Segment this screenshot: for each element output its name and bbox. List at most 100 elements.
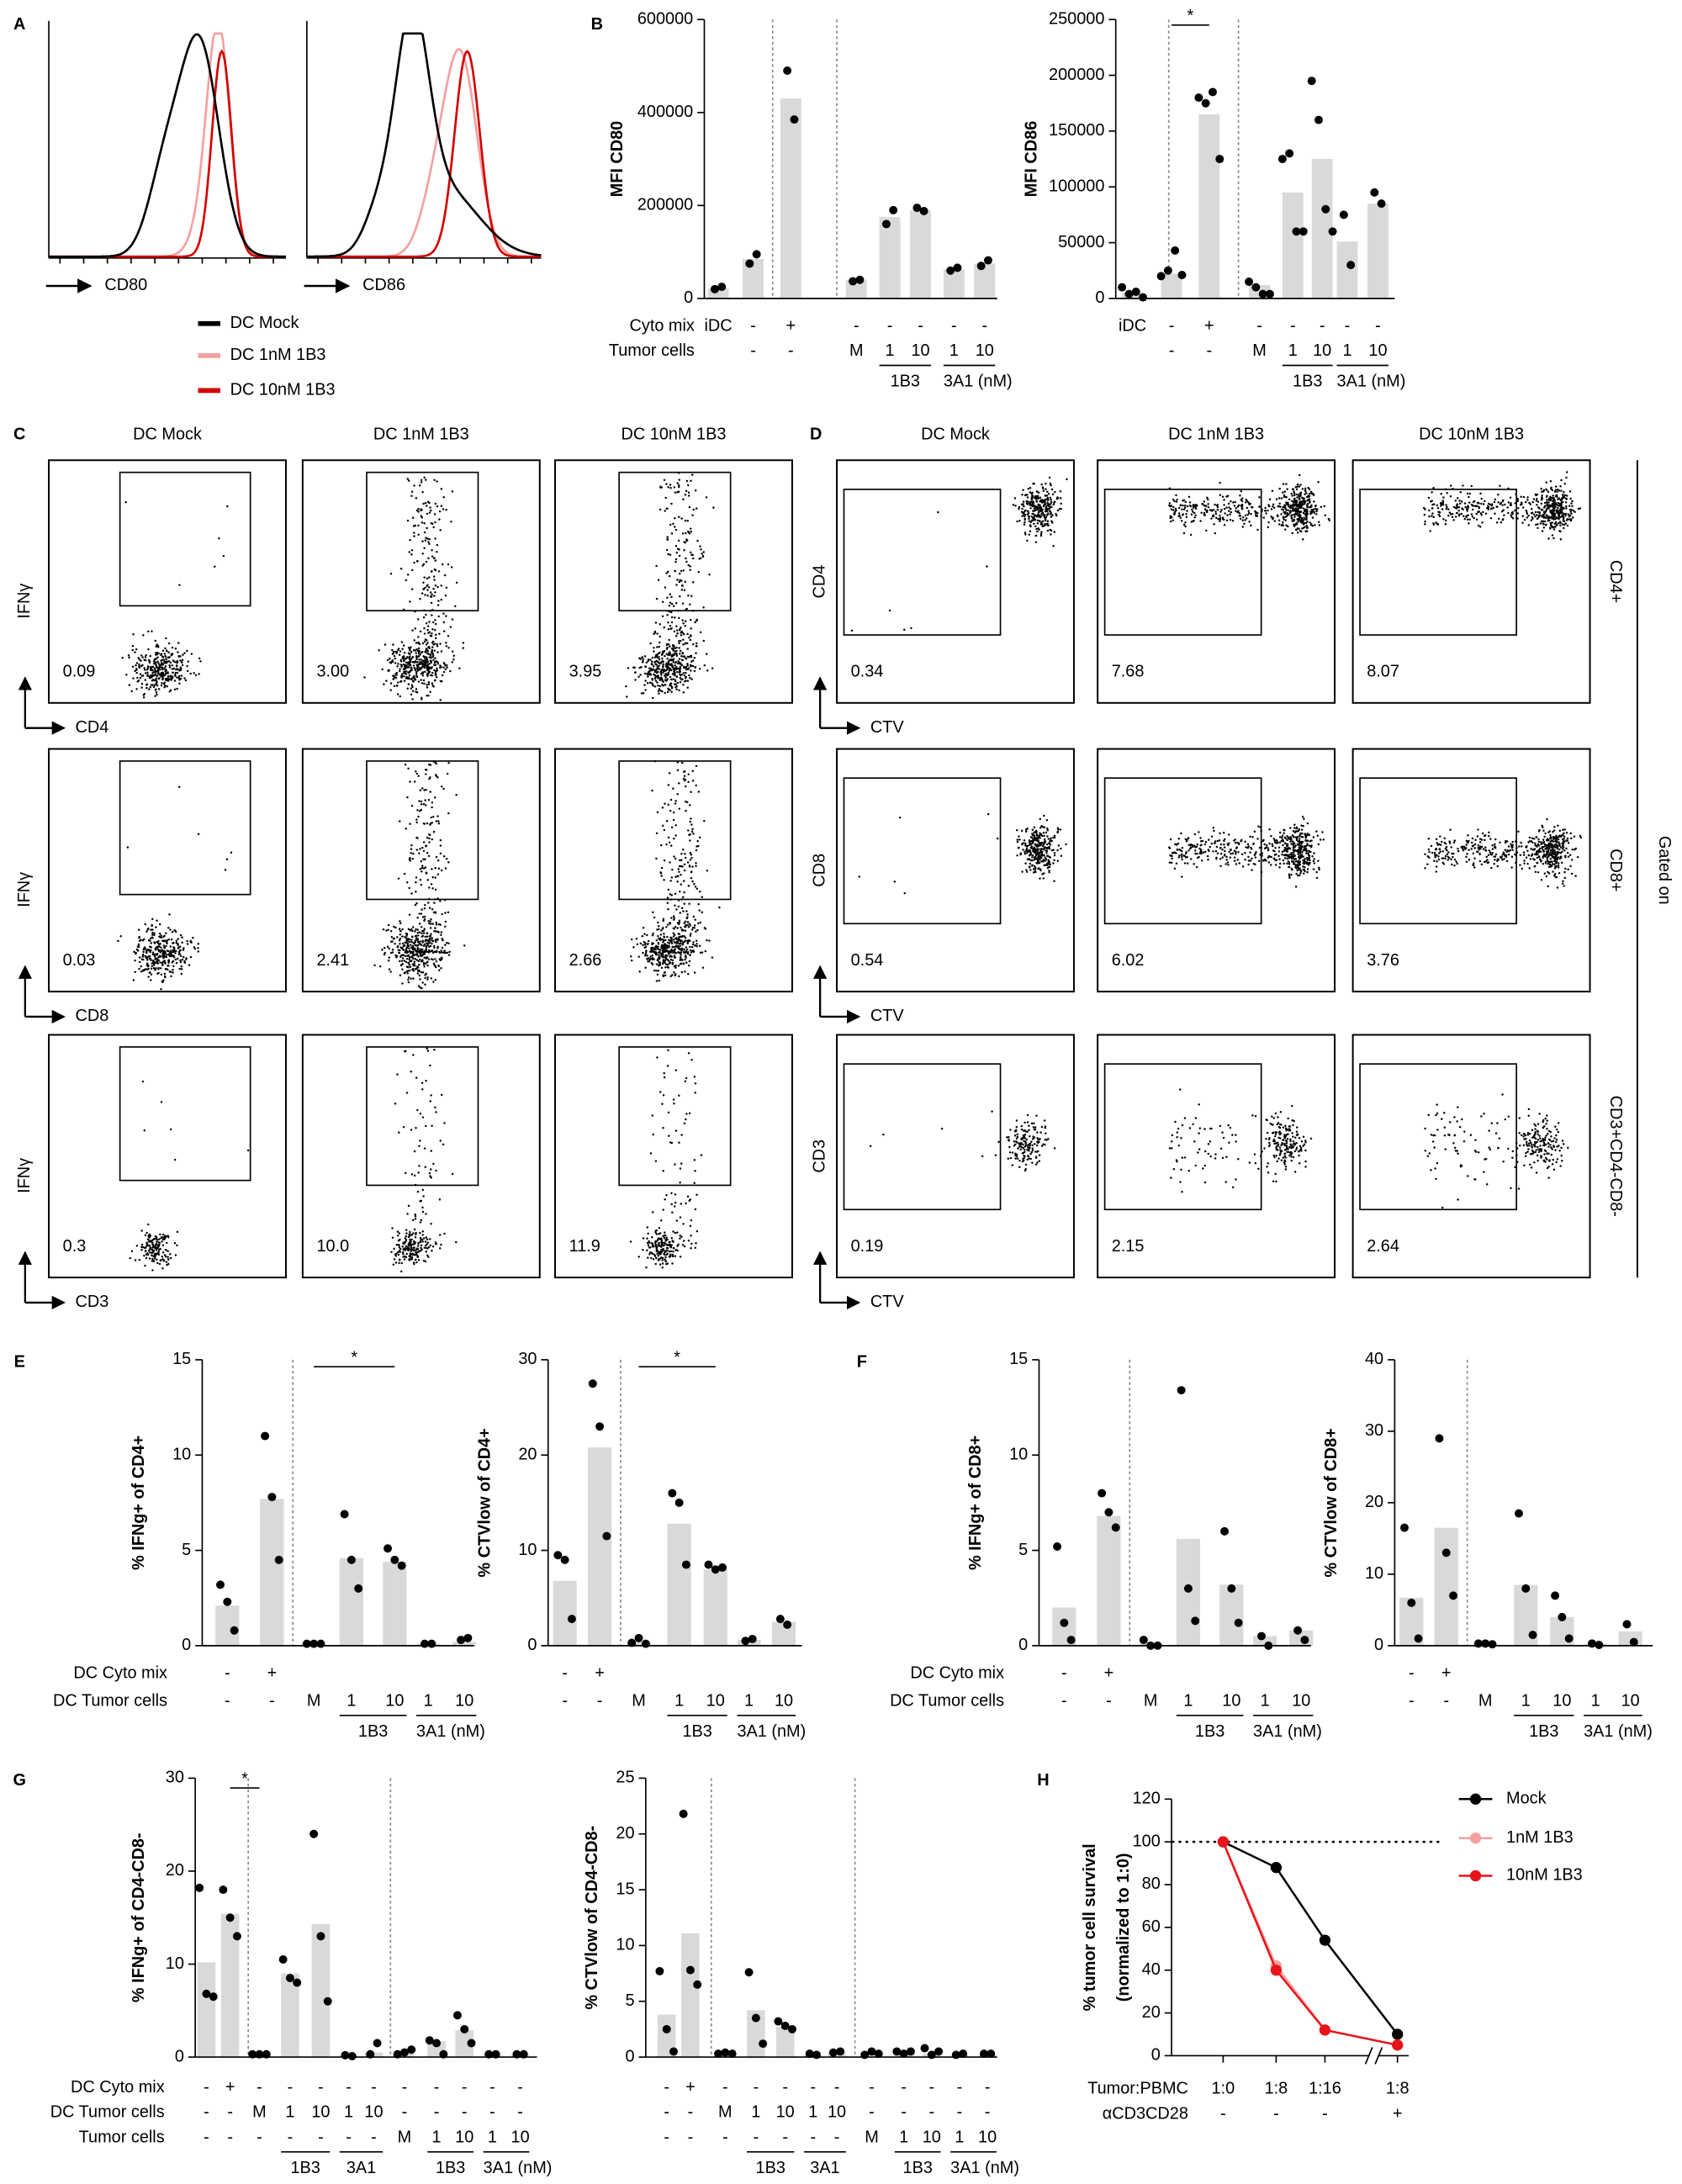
event-dot [430, 1168, 432, 1171]
event-dot [699, 631, 702, 634]
event-dot [1013, 497, 1017, 500]
event-dot [652, 696, 654, 700]
event-dot [1172, 519, 1174, 521]
event-dot [1034, 534, 1037, 537]
event-dot [685, 917, 688, 920]
event-dot [406, 939, 409, 942]
y-axis-label: IFNγ [15, 1158, 34, 1193]
event-dot [138, 936, 140, 939]
event-dot [1283, 518, 1285, 521]
event-dot [392, 937, 395, 940]
event-dot [1521, 521, 1524, 524]
event-dot [431, 951, 435, 955]
event-dot [161, 949, 164, 952]
event-dot [698, 668, 701, 670]
event-dot [1563, 520, 1566, 522]
event-dot [435, 676, 438, 679]
event-dot [439, 844, 442, 847]
event-dot [661, 806, 664, 809]
event-dot [434, 502, 437, 505]
event-dot [682, 666, 685, 669]
event-dot [400, 1261, 404, 1265]
event-dot [659, 1263, 662, 1266]
event-dot [426, 976, 429, 979]
column-title: DC 10nM 1B3 [621, 426, 727, 444]
event-dot [445, 642, 447, 644]
event-dot [702, 606, 705, 609]
event-dot [1036, 530, 1039, 533]
event-dot [657, 690, 660, 692]
event-dot [1308, 492, 1311, 495]
event-dot [173, 1158, 177, 1161]
event-dot [1323, 505, 1326, 508]
event-dot [427, 680, 431, 684]
event-dot [435, 940, 437, 944]
event-dot [685, 946, 688, 949]
event-dot [1564, 501, 1568, 504]
event-dot [454, 605, 457, 608]
event-dot [434, 761, 436, 764]
event-dot [150, 973, 153, 976]
event-dot [176, 659, 179, 663]
event-dot [429, 690, 431, 693]
event-dot [655, 659, 658, 663]
event-dot [420, 800, 423, 803]
event-dot [680, 939, 683, 942]
event-dot [643, 655, 647, 658]
event-dot [687, 1240, 690, 1242]
event-dot [690, 627, 692, 630]
event-dot [431, 671, 434, 674]
event-dot [1566, 519, 1568, 521]
event-dot [659, 955, 661, 959]
event-dot [193, 946, 196, 949]
event-dot [630, 955, 632, 958]
event-dot [662, 1170, 664, 1172]
event-dot [381, 949, 383, 951]
event-dot [410, 844, 413, 847]
event-dot [175, 941, 178, 944]
event-dot [170, 679, 172, 681]
event-dot [425, 537, 427, 539]
event-dot [667, 784, 670, 786]
event-dot [1240, 489, 1243, 493]
event-dot [427, 668, 431, 670]
event-dot [1296, 531, 1299, 534]
event-dot [1244, 514, 1247, 517]
event-dot [1278, 487, 1281, 490]
event-dot [679, 595, 681, 598]
event-dot [1282, 521, 1284, 524]
event-dot [156, 666, 159, 669]
event-dot [667, 941, 669, 944]
event-dot [685, 1076, 688, 1080]
event-dot [1534, 510, 1537, 514]
event-dot [164, 1235, 167, 1237]
event-dot [154, 639, 156, 643]
event-dot [143, 667, 145, 669]
event-dot [421, 865, 424, 867]
event-dot [153, 684, 156, 686]
event-dot [171, 668, 174, 670]
event-dot [671, 1211, 674, 1214]
event-dot [437, 867, 441, 870]
event-dot [1299, 473, 1301, 477]
event-dot [152, 1238, 156, 1241]
event-dot [434, 521, 436, 524]
event-dot [1227, 510, 1230, 512]
event-dot [225, 858, 229, 860]
event-dot [674, 545, 678, 547]
event-dot [399, 933, 402, 936]
event-dot [654, 680, 658, 682]
event-dot [682, 849, 685, 851]
event-dot [432, 962, 436, 965]
event-dot [447, 563, 450, 566]
event-dot [1034, 518, 1037, 521]
event-dot [144, 672, 147, 674]
event-dot [1040, 531, 1043, 533]
event-dot [1035, 527, 1038, 531]
event-dot [431, 684, 434, 687]
event-dot [664, 1234, 667, 1237]
event-dot [1565, 505, 1568, 508]
event-dot [451, 661, 454, 664]
event-dot [680, 947, 684, 949]
event-dot [417, 944, 420, 947]
